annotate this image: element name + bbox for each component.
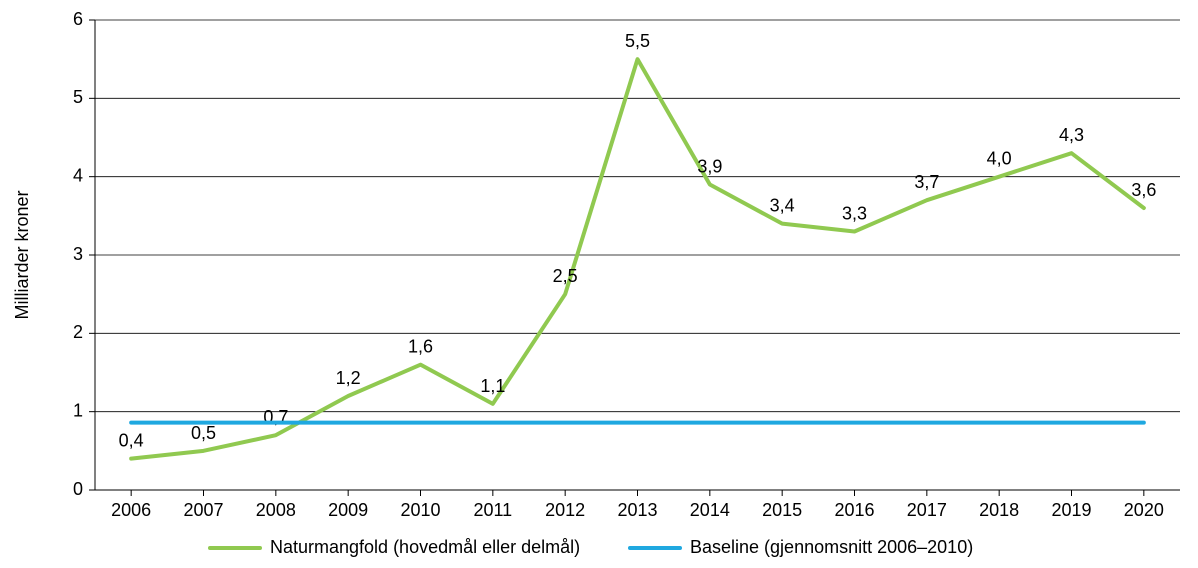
x-tick-label: 2014: [690, 500, 730, 520]
y-tick-label: 0: [73, 479, 83, 499]
x-tick-label: 2010: [400, 500, 440, 520]
data-label: 4,3: [1059, 125, 1084, 145]
data-label: 1,6: [408, 337, 433, 357]
y-tick-label: 2: [73, 322, 83, 342]
data-label: 3,7: [914, 172, 939, 192]
data-label: 3,9: [697, 157, 722, 177]
y-tick-label: 3: [73, 244, 83, 264]
x-tick-label: 2012: [545, 500, 585, 520]
data-label: 1,1: [480, 376, 505, 396]
data-label: 0,4: [119, 431, 144, 451]
legend-label: Baseline (gjennomsnitt 2006–2010): [690, 537, 973, 557]
y-tick-label: 1: [73, 400, 83, 420]
data-label: 3,4: [770, 196, 795, 216]
y-tick-label: 6: [73, 9, 83, 29]
x-tick-label: 2015: [762, 500, 802, 520]
x-tick-label: 2009: [328, 500, 368, 520]
x-tick-label: 2016: [834, 500, 874, 520]
y-tick-label: 5: [73, 87, 83, 107]
x-tick-label: 2011: [473, 500, 512, 520]
x-tick-label: 2019: [1051, 500, 1091, 520]
line-chart: 0 1 2 3 4 5 6 2006 2007 2008 2009 2010 2011 2012 2013 2…: [0, 0, 1198, 568]
y-axis-title: Milliarder kroner: [12, 190, 32, 319]
data-label: 5,5: [625, 31, 650, 51]
data-label: 1,2: [336, 368, 361, 388]
x-tick-label: 2017: [907, 500, 947, 520]
x-tick-label: 2007: [183, 500, 223, 520]
x-tick-label: 2006: [111, 500, 151, 520]
data-label: 4,0: [987, 149, 1012, 169]
x-tick-label: 2013: [617, 500, 657, 520]
x-tick-label: 2008: [256, 500, 296, 520]
data-label: 2,5: [553, 266, 578, 286]
x-tick-label: 2020: [1124, 500, 1164, 520]
chart-container: 0 1 2 3 4 5 6 2006 2007 2008 2009 2010 2011 2012 2013 2…: [0, 0, 1198, 568]
data-label: 3,3: [842, 204, 867, 224]
y-tick-label: 4: [73, 165, 83, 185]
legend-label: Naturmangfold (hovedmål eller delmål): [270, 537, 580, 557]
x-tick-label: 2018: [979, 500, 1019, 520]
data-label: 3,6: [1131, 180, 1156, 200]
data-label: 0,5: [191, 423, 216, 443]
